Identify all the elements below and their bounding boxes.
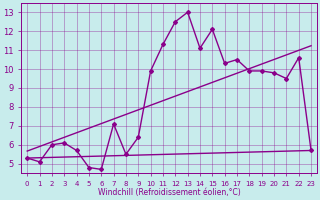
X-axis label: Windchill (Refroidissement éolien,°C): Windchill (Refroidissement éolien,°C) [98,188,241,197]
